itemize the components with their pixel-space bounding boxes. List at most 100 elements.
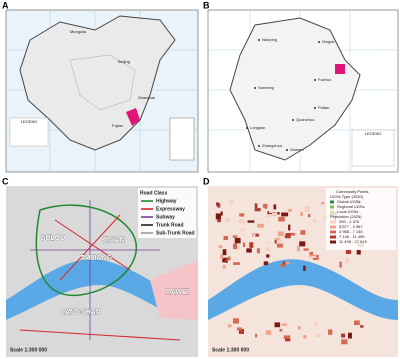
community-patch [309, 251, 314, 258]
community-patch [276, 239, 283, 245]
community-patch [339, 261, 342, 268]
inset [169, 117, 195, 161]
legend-title: LEGEND [21, 119, 38, 124]
panel-label: D [203, 176, 210, 186]
community-patch [222, 264, 226, 269]
place-dot [258, 145, 260, 147]
community-patch [265, 246, 270, 252]
community-patch [303, 335, 307, 339]
legend-label: Regional UGSs [337, 204, 365, 209]
community-patch [220, 254, 224, 260]
community-patch [299, 241, 306, 247]
legend-label: 7 146 - 11 495 [339, 234, 365, 239]
community-patch [252, 233, 256, 237]
community-patch [263, 261, 269, 266]
community-patch [240, 228, 245, 232]
legend-swatch [330, 235, 336, 239]
legend-label: Sub-Trunk Road [156, 230, 195, 236]
community-patch [356, 249, 361, 255]
legend-swatch [330, 205, 334, 209]
community-patch [315, 334, 322, 338]
legend-label: Subway [156, 214, 175, 220]
legend-swatch [330, 200, 334, 204]
community-patch [242, 242, 246, 247]
area-label: CANGSHAN [60, 309, 100, 316]
community-patch [266, 254, 270, 258]
community-patch [268, 210, 276, 214]
place-dot [292, 119, 294, 121]
community-patch [314, 321, 318, 328]
community-patch [224, 217, 231, 223]
community-patch [300, 211, 304, 216]
subway [30, 200, 160, 340]
community-patch [228, 200, 234, 204]
community-patch [278, 216, 285, 222]
place: Longyan [250, 125, 265, 130]
community-patch [254, 203, 258, 209]
community-patch [277, 231, 284, 237]
community-patch [215, 213, 221, 220]
community-patch [298, 326, 301, 330]
legend-label: Expressway [156, 206, 185, 212]
community-patch [265, 214, 272, 218]
community-patch [222, 257, 228, 263]
community-patch [237, 246, 240, 250]
community-patch [328, 329, 333, 335]
community-patch [285, 338, 291, 342]
place: Sanming [258, 85, 274, 90]
legend-label: Local UGSs [337, 209, 358, 214]
community-patch [281, 212, 289, 217]
panel-label: B [203, 0, 210, 10]
community-patch [267, 241, 271, 244]
community-patch [312, 219, 317, 223]
place: Quanzhou [296, 117, 314, 122]
community-patch [279, 328, 283, 332]
legend-label: 3 988 - 7 145 [339, 229, 363, 234]
community-patch [256, 248, 261, 254]
community-patch [255, 333, 258, 338]
place: Zhangzhou [262, 143, 282, 148]
community-patch [345, 249, 352, 254]
legend-title: Population (2025) [330, 214, 362, 219]
place: Nanping [262, 37, 277, 42]
place: Fuzhou [318, 77, 331, 82]
place: Fujian [112, 123, 123, 128]
fujian-outline [229, 17, 361, 161]
legend-label: 2 377 - 3 987 [339, 224, 363, 229]
community-patch [281, 323, 288, 326]
legend-title: UGSs Type (2020) [330, 194, 364, 199]
legend-label: 300 - 2 376 [339, 219, 360, 224]
community-patch [341, 333, 346, 338]
community-patch [321, 201, 325, 205]
community-patch [289, 232, 296, 236]
place-dot [258, 39, 260, 41]
legend-box [326, 188, 396, 250]
province-lines [69, 54, 136, 111]
community-patch [288, 208, 293, 212]
community-patch [232, 243, 238, 250]
community-patch [274, 237, 280, 240]
place: Mongolia [70, 29, 87, 34]
scale: Scale 1:300 000 [212, 347, 249, 353]
place: Shanghai [138, 95, 155, 100]
panel-label: C [2, 176, 9, 186]
community-patch [227, 324, 232, 328]
community-patch [225, 258, 228, 263]
community-patch [234, 237, 241, 244]
legend-label: Global UGSs [337, 199, 360, 204]
community-patch [310, 255, 317, 258]
legend-swatch [330, 220, 336, 224]
community-patch [285, 233, 291, 237]
community-patch [274, 239, 277, 244]
legend-swatch [330, 210, 334, 214]
community-patch [252, 233, 259, 237]
scale: Scale 1:300 000 [10, 347, 47, 353]
community-patch [341, 339, 348, 345]
community-patch [262, 204, 268, 208]
fuzhou [335, 64, 345, 74]
legend-box [138, 188, 196, 238]
place-dot [314, 107, 316, 109]
community-patch [300, 230, 306, 235]
community-patch [247, 220, 255, 223]
community-patch [239, 213, 245, 217]
